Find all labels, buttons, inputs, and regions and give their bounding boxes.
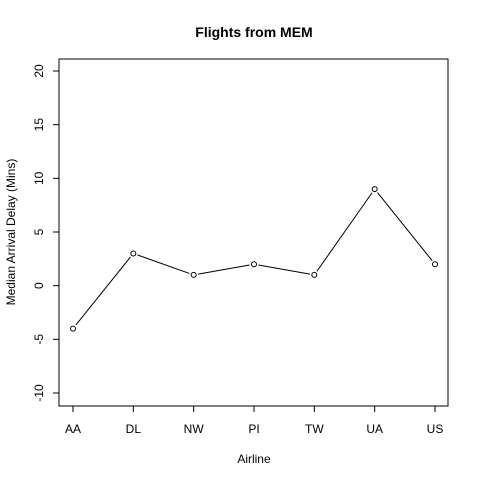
y-tick-label: 0 bbox=[32, 282, 46, 289]
series-layer bbox=[70, 186, 438, 332]
x-axis: AA DL NW PI TW UA US bbox=[65, 405, 444, 436]
y-tick-label: 10 bbox=[32, 171, 46, 185]
series-segment bbox=[137, 254, 190, 274]
data-point bbox=[371, 186, 378, 193]
data-point bbox=[251, 261, 257, 268]
series-segment bbox=[198, 264, 250, 275]
series-segment bbox=[377, 192, 433, 262]
y-axis-label: Median Arrival Delay (Mins) bbox=[4, 159, 18, 306]
data-point bbox=[130, 250, 137, 257]
chart-title: Flights from MEM bbox=[195, 24, 312, 40]
y-tick-label: 15 bbox=[32, 118, 46, 132]
x-tick-label: TW bbox=[305, 422, 324, 436]
y-tick-label: 20 bbox=[32, 64, 46, 78]
x-tick-label: NW bbox=[184, 422, 205, 436]
y-tick-label: 5 bbox=[32, 228, 46, 235]
x-tick-label: PI bbox=[248, 422, 259, 436]
y-tick-label: -5 bbox=[32, 334, 46, 345]
series-segment bbox=[258, 264, 310, 275]
x-tick-label: DL bbox=[126, 422, 142, 436]
data-point bbox=[190, 271, 197, 278]
series-segment bbox=[75, 256, 131, 326]
x-tick-label: US bbox=[427, 422, 444, 436]
data-point bbox=[432, 261, 438, 268]
data-point bbox=[311, 271, 318, 278]
x-tick-label: AA bbox=[65, 422, 81, 436]
x-tick-label: UA bbox=[366, 422, 383, 436]
y-axis: -10 -5 0 5 10 15 20 bbox=[32, 64, 60, 402]
series-segment bbox=[316, 192, 373, 272]
y-tick-label: -10 bbox=[32, 384, 46, 402]
data-point bbox=[70, 325, 76, 332]
x-axis-label: Airline bbox=[237, 452, 271, 466]
